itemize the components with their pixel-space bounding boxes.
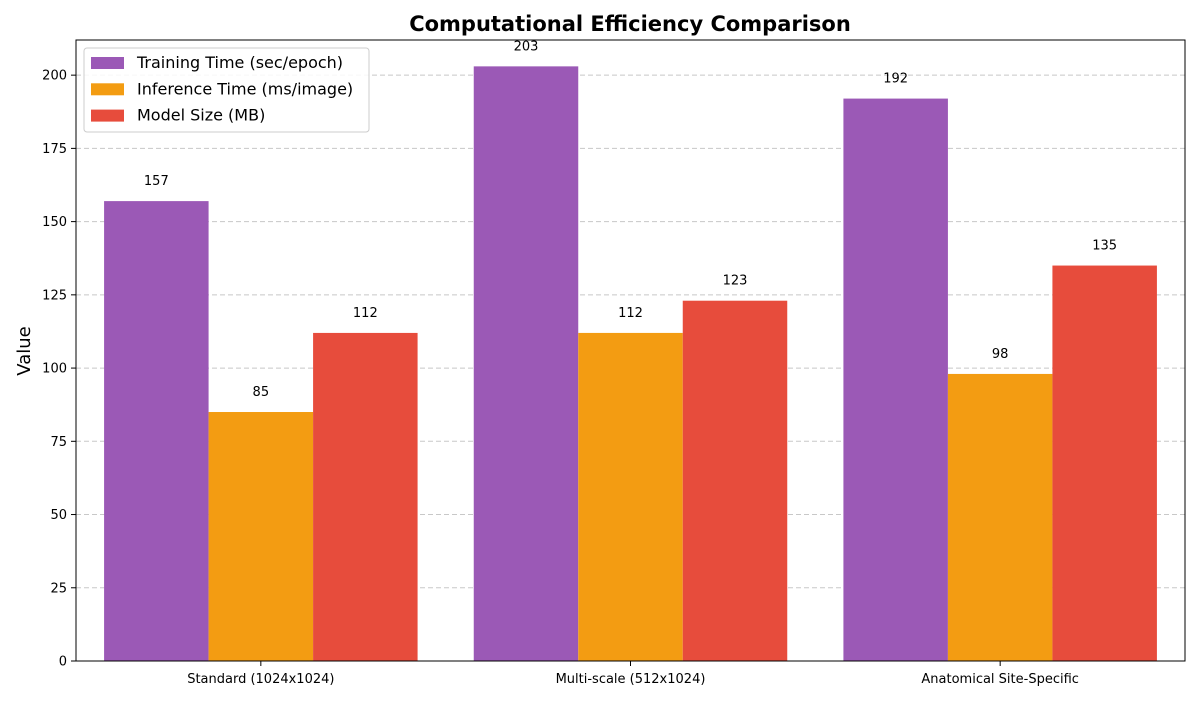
data-labels: 157 85 112 203 112 123 192 98 135 (144, 39, 1117, 400)
legend-box (83, 47, 370, 133)
data-label: 112 (618, 306, 643, 321)
y-tick-label: 25 (50, 581, 67, 596)
bar (578, 332, 683, 661)
legend-label: Model Size (MB) (137, 106, 265, 125)
data-label: 98 (992, 347, 1009, 362)
bar (208, 412, 314, 661)
y-tick-label: 150 (42, 215, 67, 230)
x-tick-label: Standard (1024x1024) (187, 672, 334, 687)
y-tick-label: 125 (42, 288, 67, 303)
data-label: 85 (253, 385, 270, 400)
chart-title: Computational Efficiency Comparison (409, 12, 851, 36)
y-axis-ticks: 0 25 50 75 100 125 150 175 200 (42, 69, 76, 670)
data-label: 157 (144, 174, 169, 189)
bar (947, 373, 1053, 661)
y-tick-label: 200 (42, 69, 67, 84)
x-tick-label: Multi-scale (512x1024) (556, 672, 706, 687)
data-label: 123 (723, 274, 748, 289)
bar (843, 98, 948, 662)
x-tick-label: Anatomical Site-Specific (921, 672, 1079, 687)
legend-label: Inference Time (ms/image) (137, 79, 353, 98)
legend-swatch (91, 109, 124, 122)
legend-swatch (91, 57, 124, 69)
bar (1052, 265, 1157, 661)
legend-swatch (91, 83, 124, 96)
y-tick-label: 175 (42, 142, 67, 157)
bars (104, 66, 1157, 662)
data-label: 203 (514, 39, 539, 54)
data-label: 192 (883, 72, 908, 87)
y-tick-label: 50 (50, 508, 67, 523)
bar (313, 332, 418, 661)
legend: Training Time (sec/epoch) Inference Time … (83, 47, 370, 133)
y-tick-label: 100 (42, 362, 67, 377)
y-tick-label: 75 (50, 435, 67, 450)
bar (473, 66, 579, 661)
bar (104, 201, 209, 661)
y-axis-label: Value (14, 326, 35, 375)
legend-label: Training Time (sec/epoch) (136, 53, 343, 72)
x-axis-ticks: Standard (1024x1024) Multi-scale (512x102… (187, 661, 1079, 687)
y-tick-label: 0 (59, 655, 67, 670)
bar (682, 300, 788, 661)
data-label: 112 (353, 306, 378, 321)
data-label: 135 (1092, 239, 1117, 254)
